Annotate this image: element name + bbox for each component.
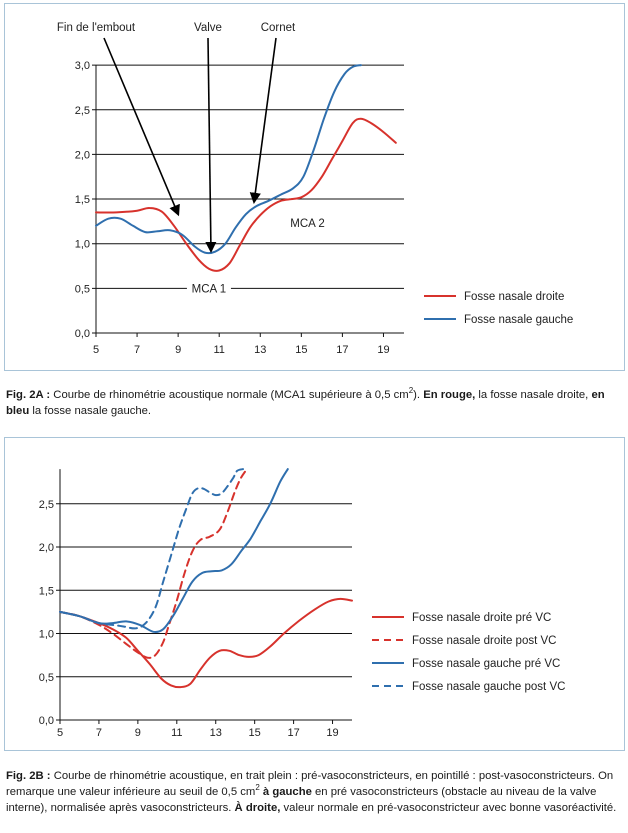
x-tick-label: 17: [336, 344, 348, 356]
annotation-label: Fin de l'embout: [57, 22, 136, 34]
figure-2a-frame: [4, 3, 625, 371]
x-tick-label: 19: [326, 727, 338, 739]
y-tick-label: 2,0: [39, 542, 54, 554]
x-tick-label: 7: [96, 727, 102, 739]
series-line-red-dashed: [59, 468, 248, 659]
x-tick-label: 9: [135, 727, 141, 739]
y-tick-label: 0,0: [39, 715, 54, 727]
legend-label: Fosse nasale gauche pré VC: [412, 658, 560, 670]
series-line-blue-solid: [59, 468, 289, 634]
legend-label: Fosse nasale droite post VC: [412, 635, 556, 647]
caption-2a-text4: la fosse nasale gauche.: [29, 405, 152, 417]
x-tick-label: 19: [377, 344, 389, 356]
legend-label: Fosse nasale droite pré VC: [412, 612, 551, 624]
caption-2a-fig: Fig. 2A :: [6, 389, 51, 401]
y-tick-label: 0,5: [39, 672, 54, 684]
x-tick-label: 5: [57, 727, 63, 739]
annotation-bg: [186, 281, 231, 296]
annotation-arrow: [205, 37, 217, 254]
caption-2b: Fig. 2B : Courbe de rhinométrie acoustiq…: [6, 768, 622, 816]
x-tick-label: 11: [213, 344, 224, 356]
chart-2a: 0,0 0,5 1,0 1,5 2,0 2,5 3,0 5 7 9 11 13 15 17 19 Fosse …: [57, 22, 573, 356]
x-tick-label: 13: [254, 344, 266, 356]
caption-2a-text3: la fosse nasale droite,: [475, 389, 592, 401]
annotation-label: Cornet: [261, 22, 296, 34]
annotation-label: MCA 1: [192, 283, 227, 295]
caption-2a: Fig. 2A : Courbe de rhinométrie acoustiq…: [6, 387, 622, 419]
caption-2b-bold1: à gauche: [259, 786, 312, 798]
x-tick-label: 11: [171, 727, 182, 739]
caption-2a-bold1: En rouge,: [423, 389, 476, 401]
x-tick-label: 9: [175, 344, 181, 356]
series-line-red-solid: [95, 117, 397, 272]
figure-2b-frame: [4, 437, 625, 751]
legend-label: Fosse nasale droite: [464, 291, 564, 303]
y-tick-label: 0,5: [75, 283, 90, 295]
caption-2b-fig: Fig. 2B :: [6, 770, 51, 782]
annotation-bg: [285, 216, 330, 231]
x-tick-label: 15: [249, 727, 261, 739]
x-tick-label: 17: [287, 727, 299, 739]
y-tick-label: 1,0: [39, 629, 54, 641]
annotation-label: MCA 2: [290, 218, 325, 230]
caption-2a-sup: 2: [408, 386, 414, 396]
x-tick-label: 13: [210, 727, 222, 739]
legend-label: Fosse nasale gauche: [464, 314, 573, 326]
y-tick-label: 1,5: [39, 585, 54, 597]
y-tick-label: 2,0: [75, 149, 90, 161]
series-line-blue-solid: [95, 64, 362, 255]
x-tick-label: 5: [93, 344, 99, 356]
y-tick-label: 3,0: [75, 60, 90, 72]
annotation-label: Valve: [194, 22, 222, 34]
caption-2b-text3: valeur normale en pré-vasoconstricteur a…: [280, 802, 617, 814]
caption-2a-text1: Courbe de rhinométrie acoustique normale…: [50, 389, 409, 401]
caption-2b-bold2: À droite,: [234, 802, 281, 814]
caption-2a-bold2: en bleu: [6, 389, 605, 417]
annotation-arrow: [103, 37, 180, 217]
y-tick-label: 2,5: [75, 105, 90, 117]
x-tick-label: 15: [295, 344, 307, 356]
x-tick-label: 7: [134, 344, 140, 356]
caption-2b-text2: en pré vasoconstricteurs (obstacle au ni…: [6, 786, 597, 814]
legend-label: Fosse nasale gauche post VC: [412, 681, 565, 693]
y-tick-label: 1,5: [75, 194, 90, 206]
series-line-red-solid: [59, 597, 353, 689]
chart-2b: 0,0 0,5 1,0 1,5 2,0 2,5 5 7 9 11 13 15 17 19 Fosse nas…: [39, 468, 565, 739]
y-tick-label: 1,0: [75, 239, 90, 251]
y-tick-label: 2,5: [39, 499, 54, 511]
caption-2b-sup: 2: [255, 783, 260, 793]
y-tick-label: 0,0: [75, 328, 90, 340]
annotation-arrow: [249, 37, 277, 204]
series-line-blue-dashed: [59, 468, 244, 630]
caption-2a-text2: ).: [413, 389, 424, 401]
caption-2b-text1: Courbe de rhinométrie acoustique, en tra…: [6, 770, 614, 798]
